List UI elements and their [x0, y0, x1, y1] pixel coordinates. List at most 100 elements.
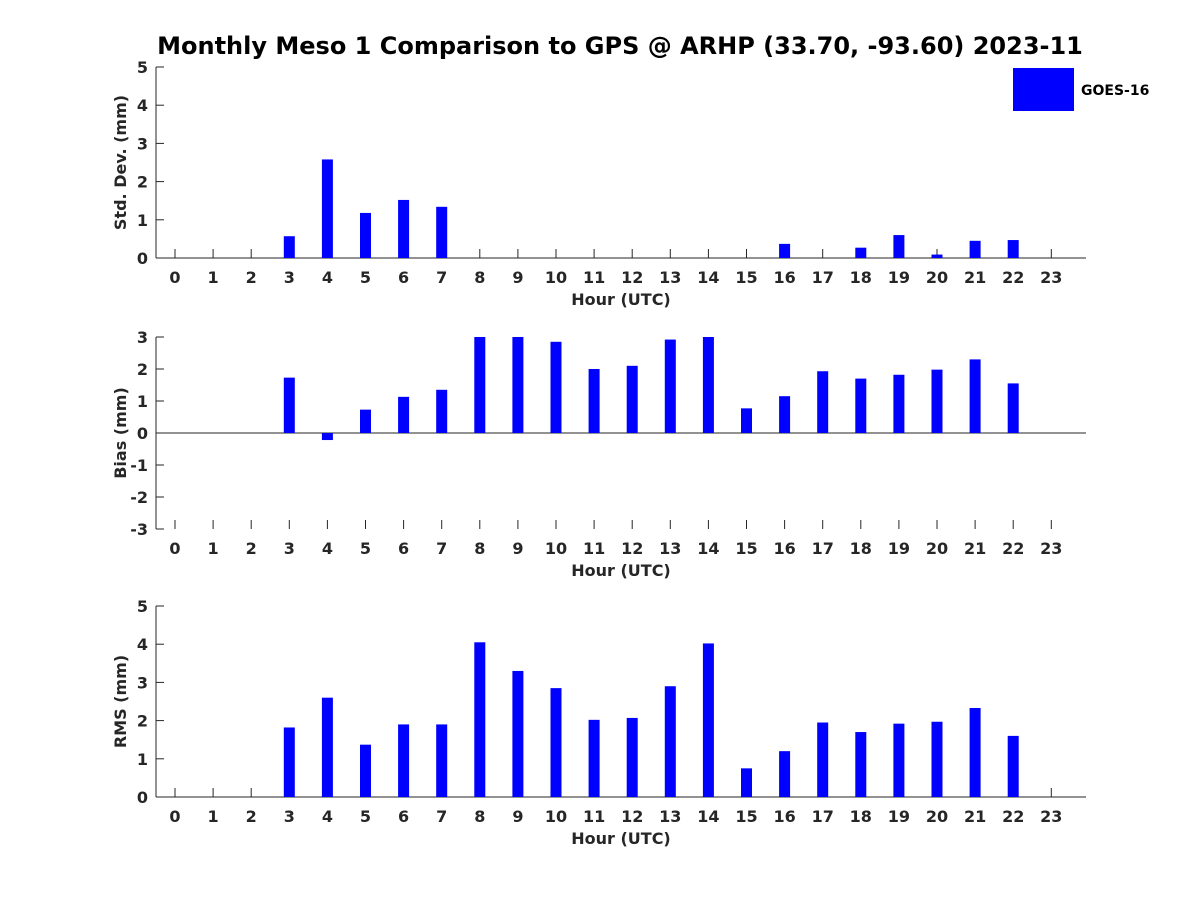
x-tick-label: 14 [697, 807, 719, 826]
bar-hour-5 [360, 409, 371, 433]
bar-hour-16 [779, 751, 791, 797]
x-tick-label: 6 [398, 539, 409, 558]
x-tick-label: 23 [1040, 268, 1062, 287]
bar-hour-3 [283, 727, 295, 797]
x-tick-label: 8 [474, 539, 485, 558]
x-tick-label: 17 [812, 268, 834, 287]
y-tick-label: -3 [130, 520, 148, 539]
x-tick-label: 19 [888, 268, 910, 287]
bar-hour-6 [398, 724, 410, 797]
x-tick-label: 7 [436, 268, 447, 287]
x-tick-label: 23 [1040, 539, 1062, 558]
legend-label: GOES-16 [1081, 83, 1149, 99]
bar-hour-7 [436, 724, 448, 797]
x-tick-label: 11 [583, 268, 605, 287]
x-tick-label: 12 [621, 539, 643, 558]
x-tick-label: 21 [964, 539, 986, 558]
x-tick-label: 23 [1040, 807, 1062, 826]
x-tick-label: 15 [735, 268, 757, 287]
y-tick-label: 1 [137, 211, 148, 230]
y-axis-label: RMS (mm) [111, 655, 130, 748]
x-tick-label: 5 [360, 807, 371, 826]
x-tick-label: 8 [474, 807, 485, 826]
x-axis-label: Hour (UTC) [571, 829, 671, 848]
x-tick-label: 20 [926, 268, 948, 287]
bar-hour-17 [817, 371, 829, 433]
x-tick-label: 11 [583, 807, 605, 826]
x-tick-label: 12 [621, 807, 643, 826]
x-tick-label: 18 [850, 539, 872, 558]
bar-hour-18 [855, 247, 867, 258]
x-tick-label: 9 [512, 539, 523, 558]
bar-hour-16 [779, 396, 791, 433]
x-tick-label: 5 [360, 539, 371, 558]
bar-hour-21 [969, 240, 981, 258]
x-tick-label: 2 [246, 539, 257, 558]
y-tick-label: -1 [130, 456, 148, 475]
x-tick-label: 18 [850, 268, 872, 287]
x-tick-label: 19 [888, 539, 910, 558]
bar-hour-19 [893, 723, 905, 797]
y-tick-label: 0 [137, 249, 148, 268]
x-tick-label: 0 [169, 539, 180, 558]
bar-hour-20 [931, 369, 943, 433]
x-tick-label: 14 [697, 539, 719, 558]
x-tick-label: 12 [621, 268, 643, 287]
y-tick-label: 2 [137, 173, 148, 192]
x-tick-label: 8 [474, 268, 485, 287]
x-tick-label: 15 [735, 807, 757, 826]
bar-hour-11 [588, 719, 600, 797]
x-tick-label: 2 [246, 807, 257, 826]
x-tick-label: 17 [812, 807, 834, 826]
bar-hour-20 [931, 254, 943, 258]
x-tick-label: 13 [659, 807, 681, 826]
x-tick-label: 16 [773, 807, 795, 826]
x-tick-label: 10 [545, 807, 567, 826]
x-tick-label: 21 [964, 807, 986, 826]
bar-hour-12 [626, 365, 638, 433]
x-tick-label: 11 [583, 539, 605, 558]
x-tick-label: 3 [284, 807, 295, 826]
y-tick-label: 2 [137, 360, 148, 379]
bar-hour-22 [1007, 735, 1019, 797]
x-tick-label: 15 [735, 539, 757, 558]
bar-hour-3 [283, 236, 295, 258]
x-axis-label: Hour (UTC) [571, 561, 671, 580]
x-tick-label: 2 [246, 268, 257, 287]
y-tick-label: 2 [137, 712, 148, 731]
x-tick-label: 0 [169, 268, 180, 287]
x-tick-label: 22 [1002, 807, 1024, 826]
bar-hour-19 [893, 235, 905, 258]
bar-hour-9 [512, 337, 524, 433]
bar-hour-13 [664, 686, 676, 797]
bar-hour-6 [398, 199, 410, 258]
x-tick-label: 9 [512, 807, 523, 826]
x-tick-label: 0 [169, 807, 180, 826]
x-tick-label: 17 [812, 539, 834, 558]
x-tick-label: 16 [773, 268, 795, 287]
bar-hour-19 [893, 374, 905, 433]
x-tick-label: 1 [208, 807, 219, 826]
y-tick-label: -2 [130, 488, 148, 507]
x-tick-label: 14 [697, 268, 719, 287]
x-tick-label: 1 [208, 268, 219, 287]
y-tick-label: 3 [137, 328, 148, 347]
bar-hour-10 [550, 341, 562, 433]
bar-hour-14 [702, 643, 714, 797]
bar-hour-17 [817, 722, 829, 797]
bar-hour-4 [321, 159, 333, 258]
bar-hour-8 [474, 642, 486, 797]
y-tick-label: 3 [137, 673, 148, 692]
x-tick-label: 18 [850, 807, 872, 826]
legend: GOES-16 [1013, 68, 1149, 111]
bar-hour-13 [664, 339, 676, 433]
x-tick-label: 4 [322, 268, 333, 287]
x-tick-label: 16 [773, 539, 795, 558]
x-tick-label: 4 [322, 539, 333, 558]
x-tick-label: 10 [545, 268, 567, 287]
bar-hour-15 [741, 768, 752, 797]
y-axis-label: Bias (mm) [111, 387, 130, 479]
y-tick-label: 4 [137, 96, 148, 115]
